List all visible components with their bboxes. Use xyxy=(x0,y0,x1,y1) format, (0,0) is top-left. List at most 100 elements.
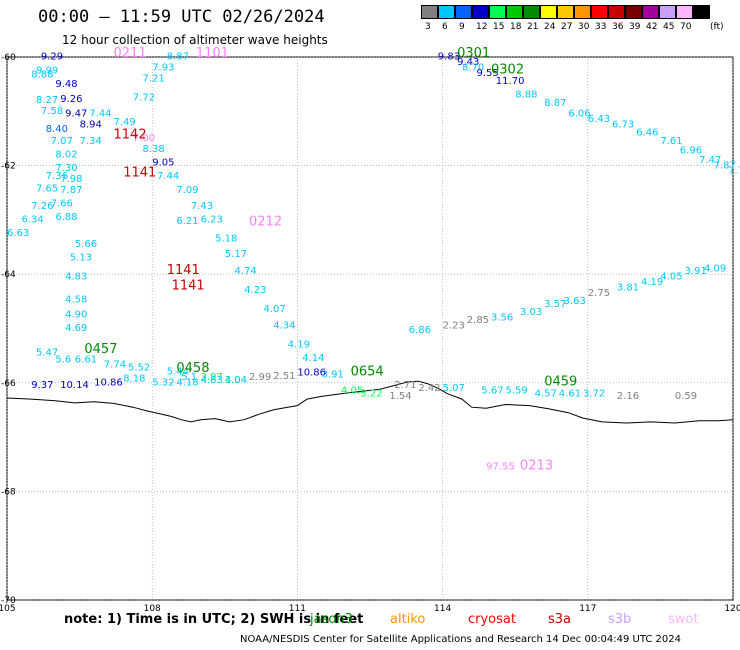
track: 10.86 4.053.22 1.54 0654 xyxy=(297,365,411,402)
wave-height-value: 7.47 xyxy=(699,155,721,166)
legend-label: 24 xyxy=(544,22,556,32)
wave-height-value: 4.19 xyxy=(288,340,310,351)
lon-tick-label: 111 xyxy=(289,604,306,614)
wave-height-value: 1.54 xyxy=(389,391,411,402)
wave-height-value: 8.02 xyxy=(55,150,77,161)
wave-height-value: 6.21 xyxy=(176,216,198,227)
wave-height-value: 4.07 xyxy=(264,304,286,315)
wave-height-value: 8.27 xyxy=(36,95,58,106)
wave-height-value: 8.38 xyxy=(143,144,165,155)
pass-time-label: 1141 xyxy=(167,263,200,278)
legend-swatch xyxy=(421,5,438,19)
legend-label: 21 xyxy=(527,22,539,32)
wave-height-value: 9.48 xyxy=(55,79,77,90)
wave-height-value: 2.85 xyxy=(467,315,489,326)
pass-time-label: 1141 xyxy=(123,166,156,181)
track: 1141 xyxy=(172,278,205,293)
wave-height-value: 7.72 xyxy=(133,92,155,103)
lat-tick-label: -66 xyxy=(1,379,16,389)
wave-height-value: 5.32 xyxy=(152,378,174,389)
credit-line: NOAA/NESDIS Center for Satellite Applica… xyxy=(240,634,682,645)
legend-swatch xyxy=(574,5,591,19)
wave-height-value: 2.51 xyxy=(273,371,295,382)
antarctic-coastline xyxy=(6,380,734,424)
wave-height-value: 8.88 xyxy=(515,90,537,101)
satellite-key-entry: altiko xyxy=(390,612,426,627)
wave-height-value: 6.43 xyxy=(588,114,610,125)
pass-time-label: 0458 xyxy=(176,361,209,376)
legend-swatch xyxy=(625,5,642,19)
wave-height-value: 5.59 xyxy=(506,386,528,397)
legend-label: 9 xyxy=(459,22,465,32)
wave-height-value: 7.34 xyxy=(80,136,102,147)
track: 5.66 5.13 4.83 4.58 4.90 4.69 1141 xyxy=(65,239,200,334)
pass-time-label: 0211 xyxy=(114,46,147,61)
wave-height-value: 2.99 xyxy=(249,372,271,383)
wave-height-value: 8.94 xyxy=(80,120,102,131)
wave-height-value: 11.70 xyxy=(496,76,525,87)
wave-height-value: 3.57 xyxy=(544,299,566,310)
wave-height-value: 4.19 xyxy=(641,277,663,288)
wave-height-value: 8.88 xyxy=(31,70,53,81)
legend-label: 3 xyxy=(425,22,431,32)
legend-label: 12 xyxy=(476,22,488,32)
wave-height-value: 4.18 xyxy=(176,378,198,389)
graticule xyxy=(6,56,734,601)
wave-height-value: 7.09 xyxy=(176,185,198,196)
wave-height-value: 10.86 xyxy=(94,378,123,389)
wave-height-value: 4.04 xyxy=(225,375,247,386)
wave-height-value: 7.26 xyxy=(31,201,53,212)
wave-height-value: 10.86 xyxy=(297,368,326,379)
wave-height-value: 4.09 xyxy=(704,264,726,275)
wave-height-value: 8.87 xyxy=(167,52,189,63)
legend-label: 39 xyxy=(629,22,641,32)
lon-tick-label: 108 xyxy=(144,604,161,614)
legend-swatch xyxy=(540,5,557,19)
wave-height-value: 9.43 xyxy=(457,57,479,68)
track: 97.55 0213 xyxy=(486,459,553,474)
wave-height-value: 8.18 xyxy=(123,374,145,385)
track: 0302 xyxy=(491,62,524,77)
units-note: note: 1) Time is in UTC; 2) SWH is in fe… xyxy=(64,612,364,627)
wave-height-value: 6.73 xyxy=(612,120,634,131)
wave-height-value: 9.55 xyxy=(477,68,499,79)
track: 2.23 2.85 3.56 3.033.573.632.75 3.81 4.194.05… xyxy=(409,264,727,336)
pass-time-label: 1142 xyxy=(114,127,147,142)
wave-height-value: 5.47 xyxy=(36,348,58,359)
wave-height-value: 7.87 xyxy=(714,160,736,171)
wave-height-value: 4.57 xyxy=(535,388,557,399)
wave-height-value: 8.70 xyxy=(462,63,484,74)
wave-height-value: 3.72 xyxy=(583,388,605,399)
wave-height-value: 7.98 xyxy=(60,174,82,185)
wave-height-value: 4.05 xyxy=(341,386,363,397)
lat-tick-label: -68 xyxy=(1,487,16,497)
wave-height-value: 7.07 xyxy=(51,136,73,147)
legend-label: 30 xyxy=(578,22,590,32)
track: 6.21 0212 xyxy=(176,214,282,229)
wave-height-value: 4.05 xyxy=(660,272,682,283)
wave-height-value: 7.65 xyxy=(36,184,58,195)
map-subtitle: 12 hour collection of altimeter wave hei… xyxy=(62,33,328,47)
altimeter-tracks: 9.299.998.889.488.27 9.267.58 9.47 7.448.40… xyxy=(7,46,740,474)
wave-height-value: 5.18 xyxy=(215,234,237,245)
wave-height-value: 7.43 xyxy=(191,201,213,212)
wave-height-value: 3.22 xyxy=(360,388,382,399)
wave-height-value: 2.42 xyxy=(418,383,440,394)
track: 8.877.937.21 7.72 7.49 8.38 9.05 7.44 7.09 7.43… xyxy=(114,46,344,380)
wave-height-value: 7.61 xyxy=(660,136,682,147)
pass-time-label: 0459 xyxy=(544,375,577,390)
wave-height-value: 2.75 xyxy=(588,288,610,299)
wave-height-value: 7.49 xyxy=(114,117,136,128)
pass-time-label: 0301 xyxy=(457,46,490,61)
pass-time-label: 0654 xyxy=(351,365,384,380)
lat-tick-label: -60 xyxy=(1,53,16,63)
wave-height-value: 6.23 xyxy=(201,215,223,226)
wave-height-value: 6.88 xyxy=(55,212,77,223)
wave-height-value: 6.61 xyxy=(75,355,97,366)
lat-tick-label: -70 xyxy=(1,596,16,606)
wave-height-value: 10.14 xyxy=(60,380,89,391)
wave-height-value: 7.58 xyxy=(41,106,63,117)
wave-height-value: 7.79 xyxy=(728,166,740,177)
wave-height-value: 9.99 xyxy=(36,65,58,76)
